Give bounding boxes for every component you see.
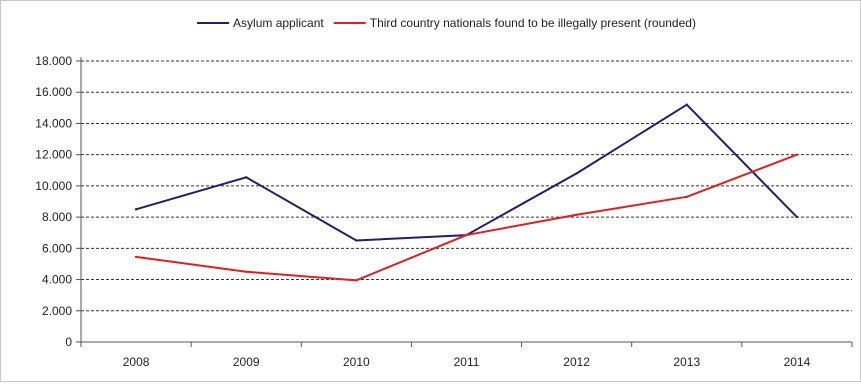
- x-tick-label: 2014: [784, 355, 811, 369]
- legend: Asylum applicant Third country nationals …: [197, 16, 696, 30]
- legend-label: Third country nationals found to be ille…: [370, 16, 696, 30]
- x-tick-label: 2010: [343, 355, 370, 369]
- data-point: [795, 153, 799, 156]
- x-tick-label: 2008: [123, 355, 150, 369]
- y-tick-label: 8.000: [42, 210, 72, 224]
- y-tick-label: 12.000: [35, 148, 72, 162]
- x-tick-label: 2011: [454, 355, 480, 369]
- y-tick-label: 16.000: [35, 85, 72, 99]
- data-point: [245, 270, 248, 273]
- x-tick-label: 2009: [233, 355, 260, 369]
- data-point: [355, 279, 358, 282]
- data-point: [134, 208, 138, 211]
- data-point: [685, 195, 688, 199]
- data-point: [465, 233, 468, 237]
- data-point: [134, 255, 138, 259]
- y-tick-label: 18.000: [35, 54, 72, 68]
- data-point: [355, 239, 358, 242]
- y-tick-label: 0: [65, 335, 72, 349]
- data-point: [245, 176, 248, 179]
- x-tick-label: 2013: [673, 355, 700, 369]
- axes: [76, 57, 853, 347]
- data-point: [795, 215, 799, 219]
- y-tick-label: 10.000: [35, 179, 72, 193]
- y-tick-label: 2.000: [42, 304, 72, 318]
- y-axis-tick-labels: 0 2.000 4.000 6.000 8.000 10.000 12.000 14.000 1…: [35, 54, 72, 349]
- y-tick-label: 6.000: [42, 241, 72, 255]
- series-line-1: [135, 103, 798, 242]
- data-point: [685, 103, 688, 106]
- gridlines: [81, 60, 852, 312]
- y-tick-label: 4.000: [42, 273, 72, 287]
- data-point: [575, 213, 578, 216]
- x-axis-tick-labels: 2008 2009 2010 2011 2012 2013 2014: [123, 355, 811, 369]
- x-tick-label: 2012: [563, 355, 590, 369]
- y-tick-label: 14.000: [35, 116, 72, 130]
- series-lines: [134, 103, 799, 282]
- data-point: [575, 172, 578, 175]
- legend-label: Asylum applicant: [233, 16, 324, 30]
